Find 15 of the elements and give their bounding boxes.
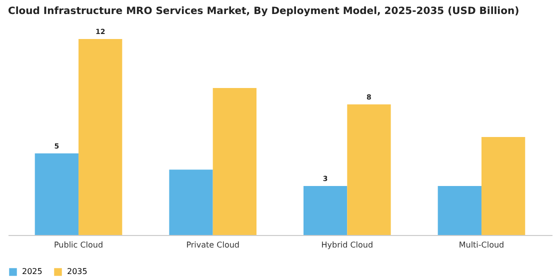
x-tick-label: Multi-Cloud bbox=[458, 240, 504, 250]
legend-label: 2025 bbox=[22, 267, 42, 276]
bar bbox=[481, 137, 526, 235]
x-tick-label: Public Cloud bbox=[54, 240, 104, 250]
bar bbox=[34, 153, 79, 235]
bar bbox=[169, 170, 213, 235]
x-tick-label: Hybrid Cloud bbox=[321, 240, 374, 250]
bar bbox=[304, 186, 348, 235]
chart-title: Cloud Infrastructure MRO Services Market, By Deployment Model, 2025-2035 (USD Billion) bbox=[8, 6, 520, 17]
bar bbox=[438, 186, 482, 235]
x-tick-label: Private Cloud bbox=[186, 240, 240, 250]
bar bbox=[78, 39, 122, 235]
legend-label: 2035 bbox=[67, 267, 88, 276]
bar bbox=[347, 104, 391, 235]
bar bbox=[212, 88, 256, 235]
